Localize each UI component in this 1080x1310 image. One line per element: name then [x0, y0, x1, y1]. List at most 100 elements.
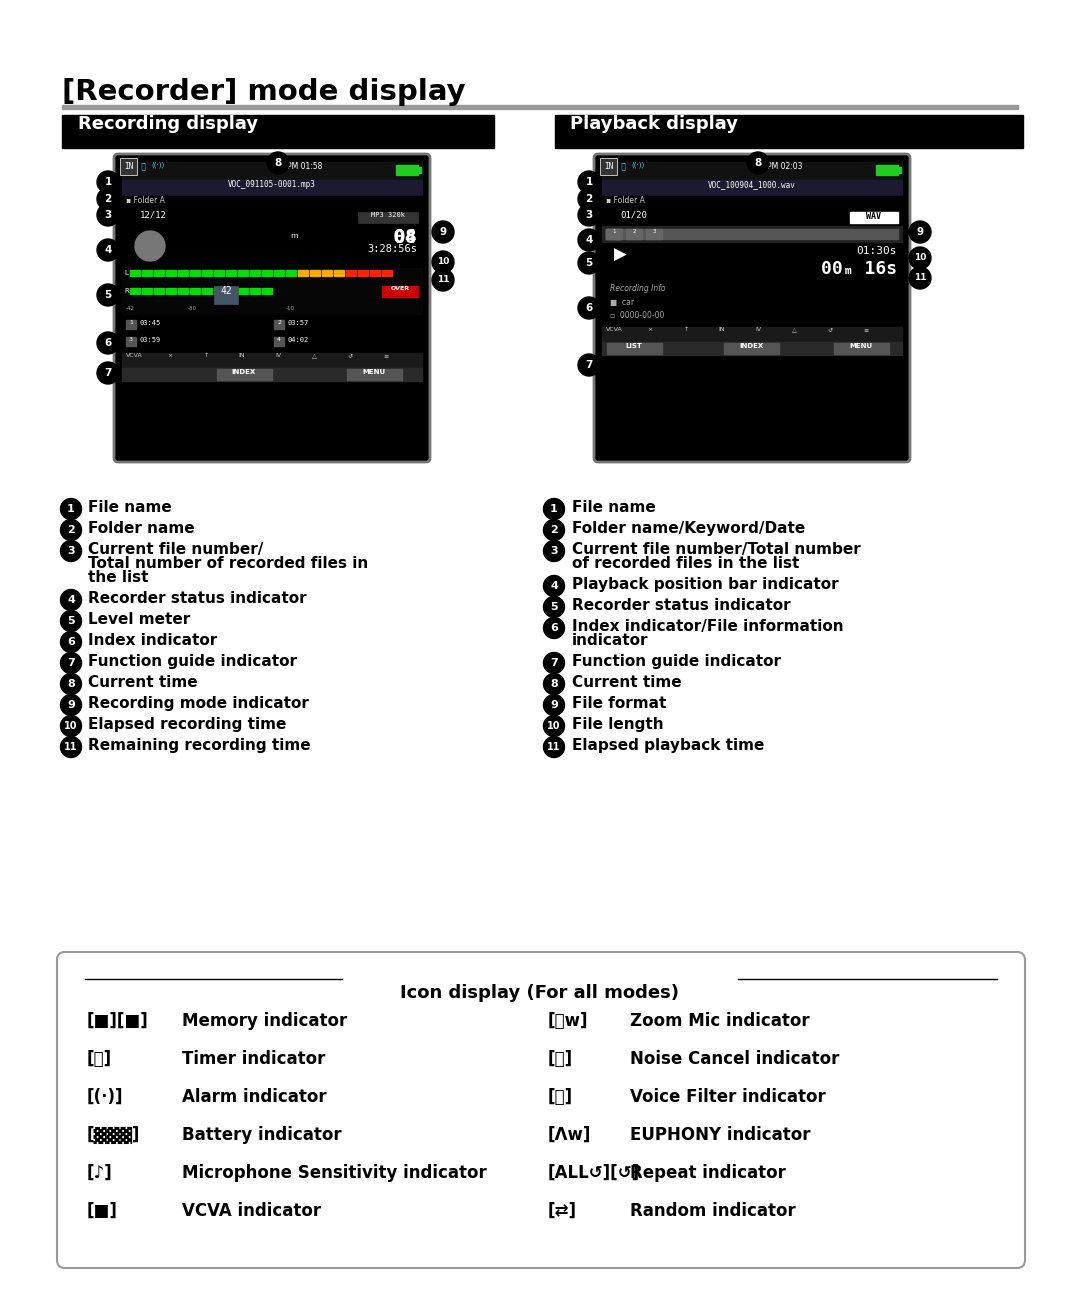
Text: 7: 7: [585, 360, 593, 369]
Bar: [357, 270, 368, 276]
Text: ≡: ≡: [863, 328, 868, 331]
Bar: [154, 288, 164, 293]
Text: Recording mode indicator: Recording mode indicator: [87, 696, 309, 711]
Bar: [122, 227, 422, 266]
Bar: [238, 288, 248, 293]
Bar: [286, 270, 296, 276]
Text: VOC_100904_1000.wav: VOC_100904_1000.wav: [708, 179, 796, 189]
Text: the list: the list: [87, 570, 149, 586]
Text: VOC_091105-0001.mp3: VOC_091105-0001.mp3: [228, 179, 316, 189]
Circle shape: [543, 652, 565, 673]
Circle shape: [97, 238, 119, 261]
Circle shape: [543, 736, 565, 757]
Text: LIST: LIST: [625, 343, 643, 348]
Bar: [382, 286, 418, 297]
Text: 6: 6: [550, 624, 558, 633]
Text: 03:45: 03:45: [139, 320, 160, 326]
Text: 8: 8: [550, 679, 558, 689]
Text: -30: -30: [188, 307, 197, 310]
Text: 12/12: 12/12: [140, 211, 167, 220]
Text: Current file number/: Current file number/: [87, 542, 264, 557]
Text: 3: 3: [550, 546, 557, 555]
Text: ▶: ▶: [615, 246, 626, 265]
Text: 9: 9: [67, 700, 75, 710]
Circle shape: [60, 520, 81, 541]
Text: 01/20: 01/20: [620, 211, 647, 220]
Text: [(·)]: [(·)]: [87, 1089, 123, 1106]
Text: IN: IN: [604, 162, 613, 172]
Text: 6: 6: [67, 637, 75, 647]
Text: 5: 5: [105, 290, 111, 300]
Circle shape: [60, 499, 81, 520]
Bar: [418, 166, 421, 173]
Bar: [370, 270, 380, 276]
Text: Voice Filter indicator: Voice Filter indicator: [630, 1089, 826, 1106]
Bar: [606, 229, 621, 238]
Bar: [606, 229, 622, 238]
Circle shape: [60, 610, 81, 631]
Text: 10: 10: [436, 258, 449, 266]
Circle shape: [97, 362, 119, 384]
Text: 03:57: 03:57: [287, 320, 308, 326]
Text: PM 01:58: PM 01:58: [287, 162, 322, 172]
Text: IN: IN: [124, 162, 133, 172]
Circle shape: [578, 229, 600, 252]
Text: 1: 1: [550, 504, 558, 514]
Bar: [274, 320, 284, 329]
Text: 4: 4: [105, 245, 111, 255]
Bar: [122, 196, 422, 210]
Text: PM 02:03: PM 02:03: [767, 162, 802, 172]
Bar: [322, 270, 332, 276]
Text: 3: 3: [67, 546, 75, 555]
Text: ▪ Folder A: ▪ Folder A: [126, 196, 165, 204]
Text: Folder name/Keyword/Date: Folder name/Keyword/Date: [572, 521, 806, 536]
Circle shape: [60, 652, 81, 673]
Text: Index indicator/File information: Index indicator/File information: [572, 620, 843, 634]
Text: Timer indicator: Timer indicator: [183, 1051, 325, 1068]
Text: File name: File name: [572, 500, 656, 515]
Circle shape: [97, 331, 119, 354]
Text: [▓▓▓]: [▓▓▓]: [87, 1127, 140, 1144]
Bar: [122, 352, 422, 367]
Text: ≡: ≡: [383, 352, 389, 358]
Circle shape: [97, 284, 119, 307]
Circle shape: [60, 694, 81, 715]
Text: File name: File name: [87, 500, 172, 515]
Text: Memory indicator: Memory indicator: [183, 1013, 348, 1030]
Bar: [214, 270, 224, 276]
Bar: [226, 288, 237, 293]
Bar: [834, 343, 889, 354]
Text: ▪ Folder A: ▪ Folder A: [606, 196, 645, 204]
Text: 4: 4: [276, 337, 281, 342]
Text: 08: 08: [359, 228, 417, 248]
Text: 01:30s: 01:30s: [856, 246, 897, 255]
Bar: [126, 337, 136, 346]
Text: -42: -42: [125, 307, 135, 310]
Text: 1: 1: [105, 177, 111, 187]
Bar: [122, 162, 422, 179]
Bar: [626, 229, 642, 238]
Text: 6: 6: [105, 338, 111, 348]
Circle shape: [578, 172, 600, 193]
Text: IV: IV: [755, 328, 761, 331]
Text: Recorder status indicator: Recorder status indicator: [87, 591, 307, 607]
Text: Noise Cancel indicator: Noise Cancel indicator: [630, 1051, 839, 1068]
Text: [⌛]: [⌛]: [87, 1051, 112, 1068]
Bar: [141, 270, 152, 276]
Bar: [274, 337, 284, 346]
Text: MENU: MENU: [850, 343, 873, 348]
Text: 8: 8: [274, 159, 282, 168]
Bar: [334, 270, 345, 276]
Text: WAV: WAV: [866, 212, 881, 221]
Text: 7: 7: [550, 658, 558, 668]
Text: Recorder status indicator: Recorder status indicator: [572, 597, 791, 613]
Circle shape: [432, 269, 454, 291]
Text: [ⓦw]: [ⓦw]: [548, 1013, 589, 1030]
Text: VCVA indicator: VCVA indicator: [183, 1203, 321, 1220]
Text: 3: 3: [105, 210, 111, 220]
Circle shape: [97, 204, 119, 227]
Bar: [382, 270, 392, 276]
Text: 4: 4: [550, 582, 558, 591]
Text: Elapsed recording time: Elapsed recording time: [87, 717, 286, 732]
Text: 3:28:56s: 3:28:56s: [367, 244, 417, 254]
